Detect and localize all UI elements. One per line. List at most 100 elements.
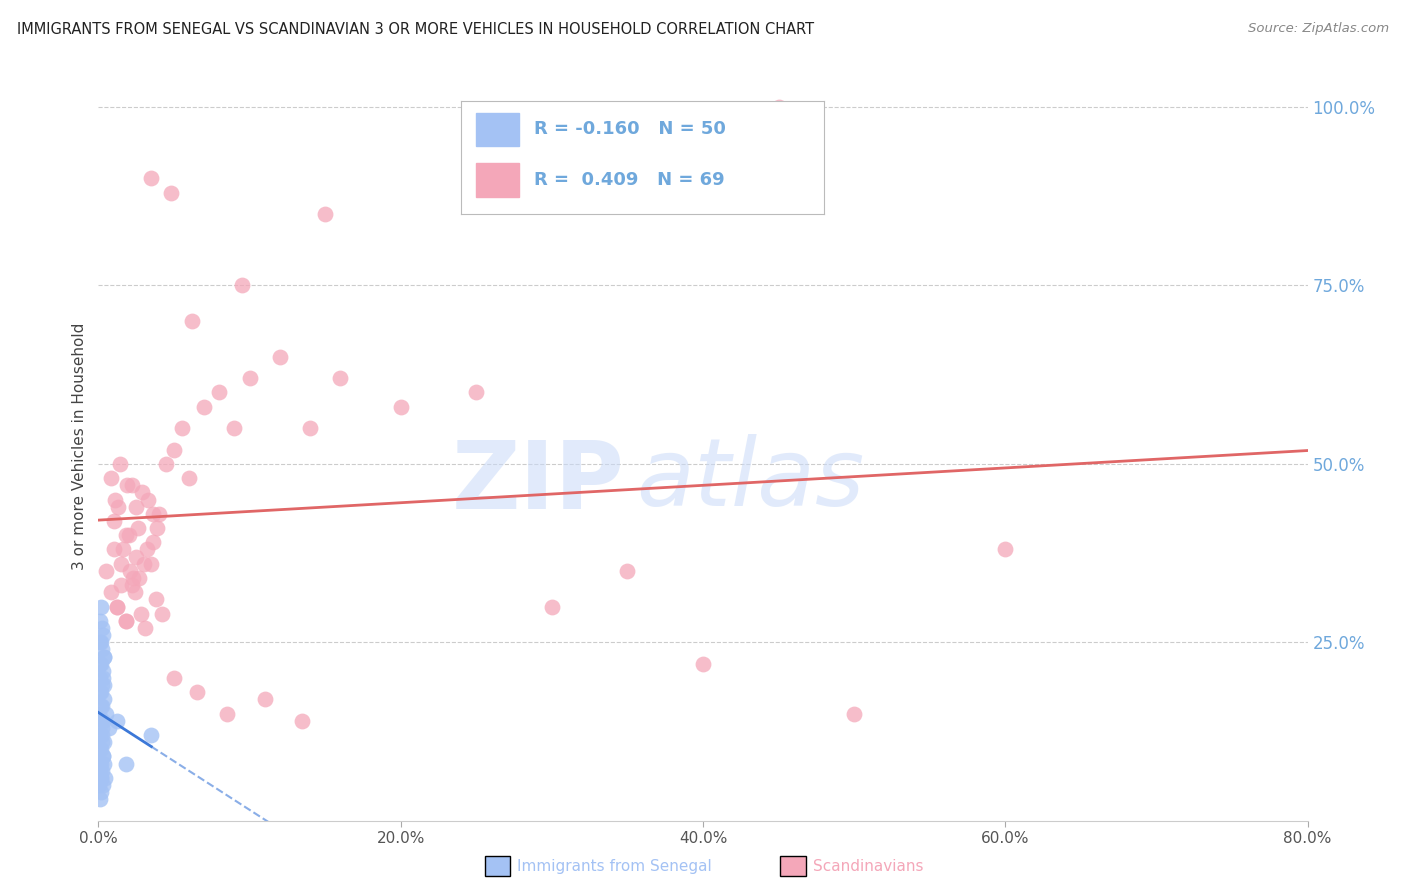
Point: [136, 492, 159, 507]
Point: [150, 607, 173, 621]
Point: [540, 599, 562, 614]
Point: [141, 557, 163, 571]
Point: [118, 528, 141, 542]
Point: [269, 350, 291, 364]
Point: [91, 678, 114, 692]
Point: [148, 507, 170, 521]
Point: [91, 671, 114, 685]
Point: [181, 314, 204, 328]
Point: [105, 599, 128, 614]
Point: [160, 186, 183, 200]
Point: [170, 421, 193, 435]
Point: [142, 535, 165, 549]
Point: [90, 785, 112, 799]
Point: [91, 721, 114, 735]
Point: [89, 614, 111, 628]
Point: [231, 278, 253, 293]
Point: [108, 457, 131, 471]
Point: [90, 742, 112, 756]
Point: [111, 542, 134, 557]
Point: [145, 592, 167, 607]
Point: [90, 728, 112, 742]
Point: [89, 685, 111, 699]
Point: [93, 649, 115, 664]
Point: [110, 578, 132, 592]
Point: [105, 714, 128, 728]
Point: [89, 728, 111, 742]
Point: [89, 764, 111, 778]
Text: ZIP: ZIP: [451, 437, 624, 530]
Point: [104, 492, 127, 507]
Point: [179, 471, 201, 485]
Point: [91, 749, 114, 764]
Point: [115, 478, 138, 492]
Text: Source: ZipAtlas.com: Source: ZipAtlas.com: [1249, 22, 1389, 36]
Point: [163, 671, 186, 685]
Point: [465, 385, 488, 400]
Point: [105, 599, 128, 614]
Point: [135, 542, 157, 557]
Point: [121, 478, 143, 492]
Point: [114, 614, 136, 628]
Point: [329, 371, 352, 385]
Point: [124, 585, 146, 599]
Point: [125, 500, 148, 514]
Point: [90, 756, 112, 771]
Point: [93, 649, 115, 664]
Point: [91, 714, 114, 728]
Point: [114, 756, 136, 771]
Point: [89, 742, 111, 756]
Point: [90, 699, 112, 714]
Point: [844, 706, 866, 721]
Point: [120, 564, 142, 578]
Point: [90, 771, 112, 785]
Point: [314, 207, 336, 221]
Point: [90, 685, 112, 699]
Point: [90, 599, 112, 614]
Point: [91, 778, 114, 792]
Point: [131, 485, 153, 500]
Point: [163, 442, 186, 457]
Point: [142, 507, 165, 521]
Point: [93, 692, 115, 706]
Point: [89, 792, 111, 806]
Point: [114, 528, 136, 542]
Point: [90, 735, 112, 749]
Point: [291, 714, 314, 728]
Point: [90, 621, 112, 635]
Point: [616, 564, 638, 578]
Point: [114, 614, 136, 628]
Y-axis label: 3 or more Vehicles in Household: 3 or more Vehicles in Household: [72, 322, 87, 570]
Point: [125, 549, 148, 564]
Point: [692, 657, 714, 671]
Text: IMMIGRANTS FROM SENEGAL VS SCANDINAVIAN 3 OR MORE VEHICLES IN HOUSEHOLD CORRELAT: IMMIGRANTS FROM SENEGAL VS SCANDINAVIAN …: [17, 22, 814, 37]
Point: [93, 664, 115, 678]
Point: [91, 628, 114, 642]
Text: Immigrants from Senegal: Immigrants from Senegal: [517, 859, 713, 873]
Point: [89, 756, 111, 771]
Point: [389, 400, 412, 414]
Point: [90, 714, 112, 728]
Point: [98, 721, 121, 735]
Point: [100, 585, 122, 599]
Point: [107, 500, 129, 514]
Point: [89, 657, 111, 671]
Point: [110, 557, 132, 571]
Point: [90, 635, 112, 649]
Point: [193, 400, 215, 414]
Point: [299, 421, 322, 435]
Point: [91, 749, 114, 764]
Point: [90, 771, 112, 785]
Point: [122, 571, 145, 585]
Point: [93, 756, 115, 771]
Point: [134, 621, 156, 635]
Point: [127, 521, 149, 535]
Point: [141, 171, 163, 186]
Point: [121, 578, 143, 592]
Point: [146, 521, 169, 535]
Point: [132, 557, 155, 571]
Point: [94, 564, 117, 578]
Point: [128, 571, 150, 585]
Point: [768, 100, 790, 114]
Point: [91, 764, 114, 778]
